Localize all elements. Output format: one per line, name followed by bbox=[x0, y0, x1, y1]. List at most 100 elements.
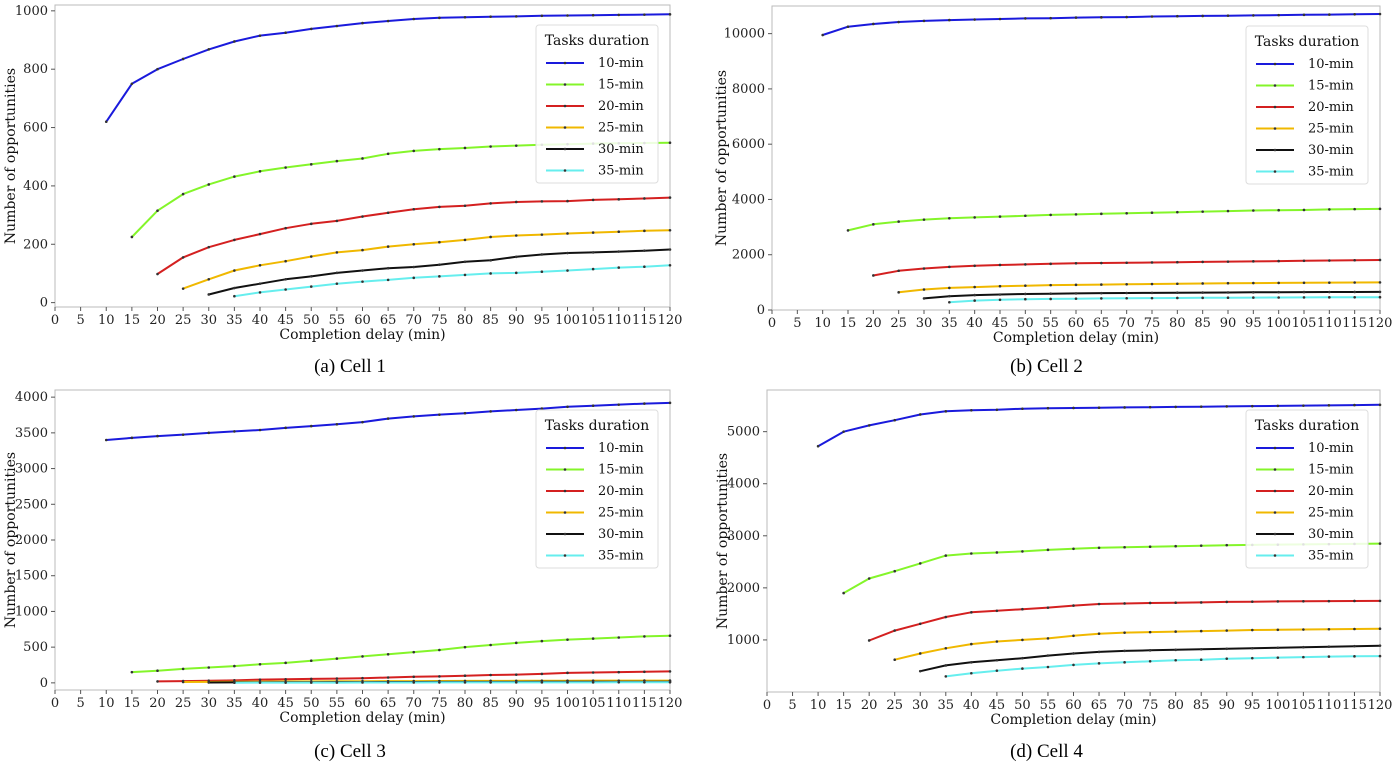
chart-2-x-tick-label: 50 bbox=[1017, 316, 1034, 331]
chart-3-x-tick-label: 20 bbox=[149, 696, 166, 711]
chart-4-x-axis-label: Completion delay (min) bbox=[990, 712, 1156, 728]
chart-1-data-point-30-min bbox=[463, 260, 467, 264]
chart-2-data-point-20-min bbox=[1328, 259, 1331, 262]
chart-2-data-point-10-min bbox=[897, 20, 900, 24]
chart-3-data-point-20-min bbox=[438, 675, 441, 678]
chart-4-data-point-20-min bbox=[1378, 599, 1382, 603]
chart-4-data-point-30-min bbox=[1353, 644, 1356, 648]
chart-2-legend-marker-20-min bbox=[1273, 105, 1277, 109]
chart-1-data-point-15-min bbox=[361, 157, 364, 160]
chart-1-data-point-35-min bbox=[412, 276, 416, 280]
chart-2-data-point-10-min bbox=[1277, 13, 1280, 17]
chart-2-data-point-35-min bbox=[948, 300, 951, 304]
chart-4-data-point-30-min bbox=[1378, 644, 1382, 647]
chart-3-data-point-20-min bbox=[514, 673, 518, 676]
chart-1-data-point-10-min bbox=[514, 15, 518, 18]
chart-2-data-point-20-min bbox=[973, 264, 976, 268]
chart-1-x-tick-label: 0 bbox=[51, 313, 59, 328]
chart-4-data-point-10-min bbox=[1021, 407, 1024, 411]
chart-1-data-point-10-min bbox=[438, 16, 441, 20]
chart-4-data-point-20-min bbox=[1046, 606, 1050, 609]
chart-1-data-point-35-min bbox=[335, 282, 339, 285]
chart-3-data-point-10-min bbox=[668, 401, 672, 405]
chart-2-data-point-10-min bbox=[1302, 13, 1306, 17]
chart-2-x-tick-label: 70 bbox=[1118, 316, 1135, 331]
chart-3-x-tick-label: 55 bbox=[329, 696, 346, 711]
chart-2-data-point-10-min bbox=[1125, 15, 1128, 19]
chart-3-data-point-15-min bbox=[591, 637, 595, 640]
chart-3-legend-marker-15-min bbox=[563, 468, 567, 471]
chart-3-x-tick-label: 75 bbox=[431, 696, 448, 711]
chart-4-data-point-10-min bbox=[1327, 404, 1331, 407]
chart-1-data-point-35-min bbox=[514, 271, 518, 275]
chart-1-data-point-15-min bbox=[181, 192, 185, 196]
chart-3-x-tick-label: 15 bbox=[124, 696, 141, 711]
chart-1-data-point-30-min bbox=[540, 253, 544, 256]
chart-1-data-point-25-min bbox=[591, 231, 595, 234]
chart-3-y-tick-label: 3500 bbox=[15, 426, 48, 441]
chart-2-data-point-15-min bbox=[1353, 207, 1356, 211]
chart-4-data-point-25-min bbox=[1046, 637, 1050, 640]
chart-4-data-point-15-min bbox=[1097, 546, 1101, 550]
chart-3-data-point-10-min bbox=[438, 413, 441, 416]
chart-4-data-point-10-min bbox=[944, 410, 948, 413]
chart-2-data-point-25-min bbox=[1176, 282, 1179, 286]
chart-3-data-point-10-min bbox=[104, 438, 108, 442]
chart-1-data-point-20-min bbox=[591, 198, 595, 202]
chart-1-x-tick-label: 75 bbox=[431, 313, 448, 328]
chart-2-data-point-10-min bbox=[1024, 17, 1027, 20]
chart-2-data-point-15-min bbox=[998, 215, 1002, 218]
chart-2-data-point-10-min bbox=[1226, 14, 1230, 17]
chart-3-data-point-10-min bbox=[643, 402, 646, 405]
chart-4-data-point-15-min bbox=[1148, 545, 1152, 549]
chart-2-series-line-15-min bbox=[847, 207, 1381, 232]
chart-3-x-tick-label: 0 bbox=[51, 696, 59, 711]
chart-3-data-point-35-min bbox=[514, 681, 518, 684]
chart-3-series-line-15-min bbox=[131, 634, 671, 674]
chart-3-x-tick-label: 5 bbox=[76, 696, 84, 711]
chart-1-data-point-30-min bbox=[566, 251, 569, 255]
chart-2-data-point-35-min bbox=[1176, 296, 1179, 300]
chart-2-data-point-30-min bbox=[973, 293, 976, 297]
chart-4-data-point-30-min bbox=[1199, 648, 1203, 651]
chart-4-data-point-25-min bbox=[1072, 634, 1075, 638]
chart-1-data-point-10-min bbox=[309, 27, 313, 31]
chart-1-x-tick-label: 55 bbox=[329, 313, 346, 328]
chart-4-data-point-35-min bbox=[1250, 656, 1254, 660]
chart-1-data-point-35-min bbox=[643, 265, 646, 269]
chart-4-series-line-25-min bbox=[894, 627, 1381, 661]
chart-3-data-point-15-min bbox=[284, 661, 287, 665]
chart-3-x-tick-label: 30 bbox=[200, 696, 217, 711]
chart-4-data-point-30-min bbox=[1021, 656, 1024, 660]
chart-4-data-point-35-min bbox=[1353, 655, 1356, 658]
chart-3-data-point-35-min bbox=[258, 681, 262, 684]
chart-1-legend-marker-25-min bbox=[563, 126, 567, 129]
chart-1-x-tick-label: 115 bbox=[632, 313, 657, 328]
chart-1-x-tick-label: 95 bbox=[534, 313, 551, 328]
chart-1-data-point-15-min bbox=[514, 144, 518, 147]
chart-4-data-point-25-min bbox=[1327, 627, 1331, 631]
chart-1-y-tick-label: 200 bbox=[23, 237, 48, 252]
chart-2-data-point-15-min bbox=[973, 216, 976, 219]
chart-4-data-point-10-min bbox=[1174, 405, 1177, 409]
chart-2-y-tick-label: 0 bbox=[757, 303, 765, 318]
chart-4-x-tick-label: 120 bbox=[1368, 698, 1393, 713]
chart-1-data-point-35-min bbox=[309, 285, 313, 288]
chart-4-data-point-20-min bbox=[944, 615, 948, 619]
chart-2-legend-marker-35-min bbox=[1273, 170, 1277, 173]
chart-2-x-tick-label: 60 bbox=[1068, 316, 1085, 331]
chart-3-data-point-20-min bbox=[566, 671, 569, 675]
chart-3-legend-label-20-min: 20-min bbox=[598, 484, 644, 499]
chart-2-data-point-20-min bbox=[1100, 261, 1103, 265]
chart-3-data-point-10-min bbox=[156, 434, 159, 438]
chart-1-legend-marker-30-min bbox=[563, 147, 567, 151]
chart-1-x-axis-label: Completion delay (min) bbox=[279, 327, 445, 343]
chart-2-data-point-25-min bbox=[1125, 282, 1128, 286]
chart-3-y-tick-label: 3000 bbox=[15, 462, 48, 477]
chart-2-data-point-15-min bbox=[1378, 207, 1382, 211]
chart-3-y-tick-label: 0 bbox=[40, 676, 48, 691]
chart-1-data-point-30-min bbox=[489, 259, 492, 262]
chart-1-legend-label-20-min: 20-min bbox=[598, 99, 644, 114]
chart-2-data-point-20-min bbox=[1150, 261, 1154, 264]
chart-1-data-point-20-min bbox=[668, 196, 672, 199]
